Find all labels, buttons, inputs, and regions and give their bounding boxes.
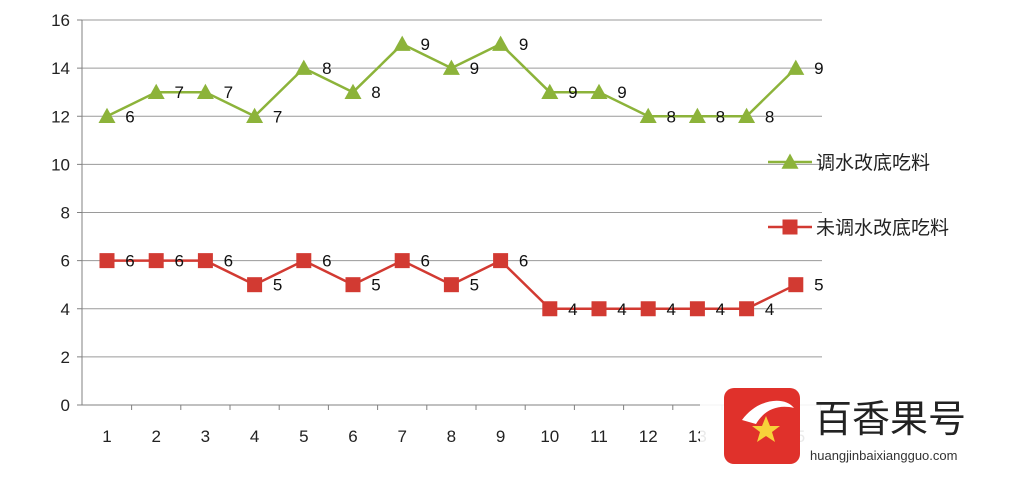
- y-tick-label: 0: [61, 396, 70, 415]
- data-point-square: [591, 301, 607, 317]
- data-label: 6: [420, 252, 429, 271]
- data-point-square: [493, 253, 509, 269]
- data-label: 4: [666, 300, 675, 319]
- data-label: 8: [666, 107, 675, 126]
- y-tick-label: 10: [51, 155, 70, 174]
- data-label: 4: [617, 300, 626, 319]
- data-point-triangle: [196, 83, 214, 99]
- data-point-square: [197, 253, 213, 269]
- data-point-square: [148, 253, 164, 269]
- x-tick-label: 5: [299, 427, 308, 446]
- data-label: 9: [814, 59, 823, 78]
- data-label: 6: [519, 252, 528, 271]
- data-point-square: [247, 277, 263, 293]
- data-point-triangle: [541, 83, 559, 99]
- data-point-triangle: [738, 107, 756, 124]
- data-label: 6: [322, 252, 331, 271]
- axes: 0246810121416123456789101112131415: [51, 11, 822, 446]
- data-label: 4: [765, 300, 774, 319]
- data-point-triangle: [492, 35, 510, 51]
- data-label: 8: [765, 107, 774, 126]
- data-label: 4: [568, 300, 577, 319]
- data-point-square: [296, 253, 312, 269]
- watermark-star-icon: [752, 416, 780, 442]
- data-point-square: [345, 277, 361, 293]
- x-tick-label: 4: [250, 427, 259, 446]
- y-tick-label: 6: [61, 252, 70, 271]
- data-point-triangle: [246, 107, 264, 124]
- data-point-square: [99, 253, 115, 269]
- data-point-square: [689, 301, 705, 317]
- watermark-url: huangjinbaixiangguo.com: [810, 448, 957, 463]
- x-tick-label: 1: [102, 427, 111, 446]
- data-labels: 6 7 7 7 8 8 9 9 9 9 9 8 8 8 9 6 6 6 5 6 5 6 5 6 4 4 4 4 4 5: [125, 35, 823, 319]
- y-tick-label: 16: [51, 11, 70, 30]
- data-point-triangle: [688, 107, 706, 124]
- legend-marker-triangle: [781, 153, 799, 169]
- data-point-triangle: [639, 107, 657, 124]
- data-point-triangle: [344, 83, 362, 99]
- y-tick-label: 12: [51, 107, 70, 126]
- legend-label: 未调水改底吃料: [816, 217, 949, 239]
- data-label: 7: [273, 107, 282, 126]
- data-point-triangle: [295, 59, 313, 75]
- data-point-triangle: [590, 83, 608, 99]
- legend-label: 调水改底吃料: [816, 152, 930, 174]
- data-label: 6: [125, 107, 134, 126]
- data-label: 5: [470, 276, 479, 295]
- data-point-square: [788, 277, 804, 293]
- x-tick-label: 3: [201, 427, 210, 446]
- x-tick-label: 9: [496, 427, 505, 446]
- data-label: 9: [420, 35, 429, 54]
- data-label: 5: [814, 276, 823, 295]
- y-tick-label: 8: [61, 204, 70, 223]
- data-label: 7: [174, 83, 183, 102]
- data-label: 8: [322, 59, 331, 78]
- data-label: 6: [224, 252, 233, 271]
- watermark: 百香果号 huangjinbaixiangguo.com: [700, 375, 1024, 472]
- data-label: 6: [174, 252, 183, 271]
- series-lines: [98, 35, 805, 317]
- data-point-square: [640, 301, 656, 317]
- data-label: 8: [371, 83, 380, 102]
- data-label: 5: [273, 276, 282, 295]
- data-point-square: [394, 253, 410, 269]
- data-label: 8: [716, 107, 725, 126]
- data-point-triangle: [787, 59, 805, 75]
- x-tick-label: 12: [639, 427, 658, 446]
- data-label: 9: [568, 83, 577, 102]
- y-tick-label: 2: [61, 348, 70, 367]
- x-tick-label: 8: [447, 427, 456, 446]
- x-tick-label: 2: [151, 427, 160, 446]
- x-tick-label: 6: [348, 427, 357, 446]
- data-point-square: [739, 301, 755, 317]
- watermark-text: 百香果号: [814, 397, 966, 441]
- data-label: 5: [371, 276, 380, 295]
- data-label: 4: [716, 300, 725, 319]
- y-tick-label: 4: [61, 300, 70, 319]
- series-line: [106, 42, 797, 118]
- x-tick-label: 7: [397, 427, 406, 446]
- data-label: 9: [617, 83, 626, 102]
- data-point-square: [542, 301, 558, 317]
- data-label: 9: [519, 35, 528, 54]
- data-label: 9: [470, 59, 479, 78]
- watermark-bird-icon: [742, 400, 794, 424]
- data-point-triangle: [147, 83, 165, 99]
- data-label: 6: [125, 252, 134, 271]
- data-point-square: [443, 277, 459, 293]
- y-tick-label: 14: [51, 59, 70, 78]
- data-label: 7: [224, 83, 233, 102]
- legend-marker-square: [782, 219, 798, 235]
- data-point-triangle: [442, 59, 460, 75]
- x-tick-label: 10: [540, 427, 559, 446]
- x-tick-label: 11: [590, 427, 608, 446]
- data-point-triangle: [393, 35, 411, 51]
- data-point-triangle: [98, 107, 116, 124]
